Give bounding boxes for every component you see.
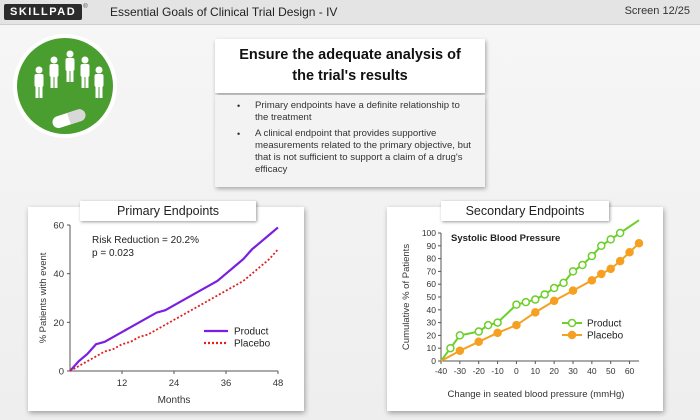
x-tick-label: -30 (454, 366, 467, 376)
y-tick-label: 0 (431, 356, 436, 366)
data-point-placebo (493, 328, 502, 338)
secondary-chart-title: Secondary Endpoints (441, 201, 609, 221)
y-tick-label: 80 (427, 254, 437, 264)
data-point-product (455, 331, 465, 340)
data-point-product (521, 297, 531, 307)
logo-text: SKILLPAD (4, 4, 83, 20)
x-axis-label: Change in seated blood pressure (mmHg) (448, 389, 625, 400)
x-tick-label: 50 (606, 366, 616, 376)
x-tick-label: 0 (514, 366, 519, 376)
page-title: Essential Goals of Clinical Trial Design… (110, 5, 338, 19)
secondary-endpoints-chart: 0 10 20 30 40 50 60 70 80 90 100 -40 -30 -20 -10 0 10 20 3… (401, 219, 644, 400)
legend-marker-product (567, 318, 577, 328)
headline-box: Ensure the adequate analysis of the tria… (215, 39, 485, 93)
data-point-product (531, 295, 540, 304)
data-point-placebo (474, 337, 483, 347)
secondary-chart-card (387, 207, 663, 411)
y-axis-label: Cumulative % of Patients (401, 244, 412, 350)
x-tick-label: -10 (491, 366, 504, 376)
data-point-product (615, 228, 625, 238)
series-line-product (69, 226, 279, 372)
data-point-product (568, 267, 578, 276)
data-point-placebo (625, 247, 634, 257)
primary-endpoints-chart: 0 20 40 60 12 24 36 48 Months % Patients with eve… (38, 221, 284, 407)
screen-counter: Screen 12/25 (624, 5, 690, 17)
y-tick-label: 20 (53, 318, 64, 329)
series-line-placebo (440, 242, 640, 362)
badge-circle (17, 38, 113, 134)
bullet-list: Primary endpoints have a definite relati… (215, 95, 485, 176)
data-point-product (606, 235, 615, 244)
skillpad-logo: SKILLPAD ® (4, 4, 88, 20)
y-tick-label: 40 (427, 305, 437, 315)
data-point-placebo (634, 238, 644, 248)
y-tick-label: 20 (427, 330, 437, 340)
data-point-placebo (597, 269, 606, 279)
x-tick-label: 36 (221, 378, 232, 389)
y-tick-label: 50 (427, 292, 437, 302)
data-point-placebo (615, 256, 625, 266)
bullet-item: A clinical endpoint that provides suppor… (237, 128, 473, 176)
x-tick-label: 20 (549, 366, 559, 376)
chart-subtitle: Systolic Blood Pressure (451, 233, 560, 244)
people-icons (34, 50, 104, 98)
top-bar: SKILLPAD ® Essential Goals of Clinical T… (0, 0, 700, 25)
annotation-risk-reduction: Risk Reduction = 20.2% (92, 235, 199, 246)
pill-icon (52, 109, 86, 129)
logo-registered-mark: ® (83, 4, 88, 10)
headline-line-2: the trial's results (292, 68, 408, 84)
legend-label-product: Product (234, 327, 269, 338)
y-tick-label: 100 (422, 228, 436, 238)
data-point-product (549, 283, 559, 293)
bullet-item: Primary endpoints have a definite relati… (237, 100, 473, 124)
x-tick-label: 12 (117, 378, 128, 389)
x-tick-label: 60 (625, 366, 635, 376)
y-tick-label: 40 (53, 269, 64, 280)
primary-chart-title: Primary Endpoints (80, 201, 256, 221)
x-tick-label: 48 (273, 378, 284, 389)
x-tick-label: 10 (531, 366, 541, 376)
patients-pill-icon (13, 34, 117, 138)
y-axis-label: % Patients with event (38, 252, 49, 343)
data-point-product (578, 260, 587, 270)
y-tick-label: 60 (427, 279, 437, 289)
data-point-placebo (455, 346, 465, 356)
x-tick-label: 24 (169, 378, 180, 389)
y-tick-label: 30 (427, 318, 437, 328)
y-tick-label: 60 (53, 221, 64, 232)
x-axis-label: Months (158, 395, 191, 406)
bullet-list-box: Primary endpoints have a definite relati… (215, 95, 485, 187)
data-point-product (540, 290, 549, 299)
y-tick-label: 70 (427, 266, 437, 276)
data-point-placebo (568, 286, 578, 295)
data-point-product (493, 318, 502, 327)
data-point-product (446, 343, 455, 353)
data-point-placebo (587, 276, 597, 285)
x-tick-label: -20 (473, 366, 486, 376)
y-tick-label: 10 (427, 343, 437, 353)
data-point-product (597, 241, 606, 251)
annotation-p-value: p = 0.023 (92, 248, 134, 259)
y-tick-label: 90 (427, 241, 437, 251)
data-point-product (587, 251, 597, 261)
legend-label-product: Product (587, 319, 622, 330)
legend-label-placebo: Placebo (234, 339, 271, 350)
headline-line-1: Ensure the adequate analysis of (239, 47, 461, 63)
data-point-product (474, 327, 483, 336)
data-point-placebo (549, 296, 559, 306)
data-point-placebo (512, 320, 521, 330)
data-point-placebo (531, 308, 540, 317)
x-tick-label: 30 (568, 366, 578, 376)
legend-marker-placebo (567, 330, 577, 340)
x-tick-label: -40 (435, 366, 448, 376)
data-point-product (483, 320, 493, 330)
data-point-placebo (606, 264, 615, 274)
series-line-placebo (69, 248, 279, 372)
data-point-product (559, 278, 568, 288)
y-tick-label: 0 (59, 367, 64, 378)
x-tick-label: 40 (587, 366, 597, 376)
data-point-product (512, 300, 521, 309)
legend-label-placebo: Placebo (587, 331, 624, 342)
